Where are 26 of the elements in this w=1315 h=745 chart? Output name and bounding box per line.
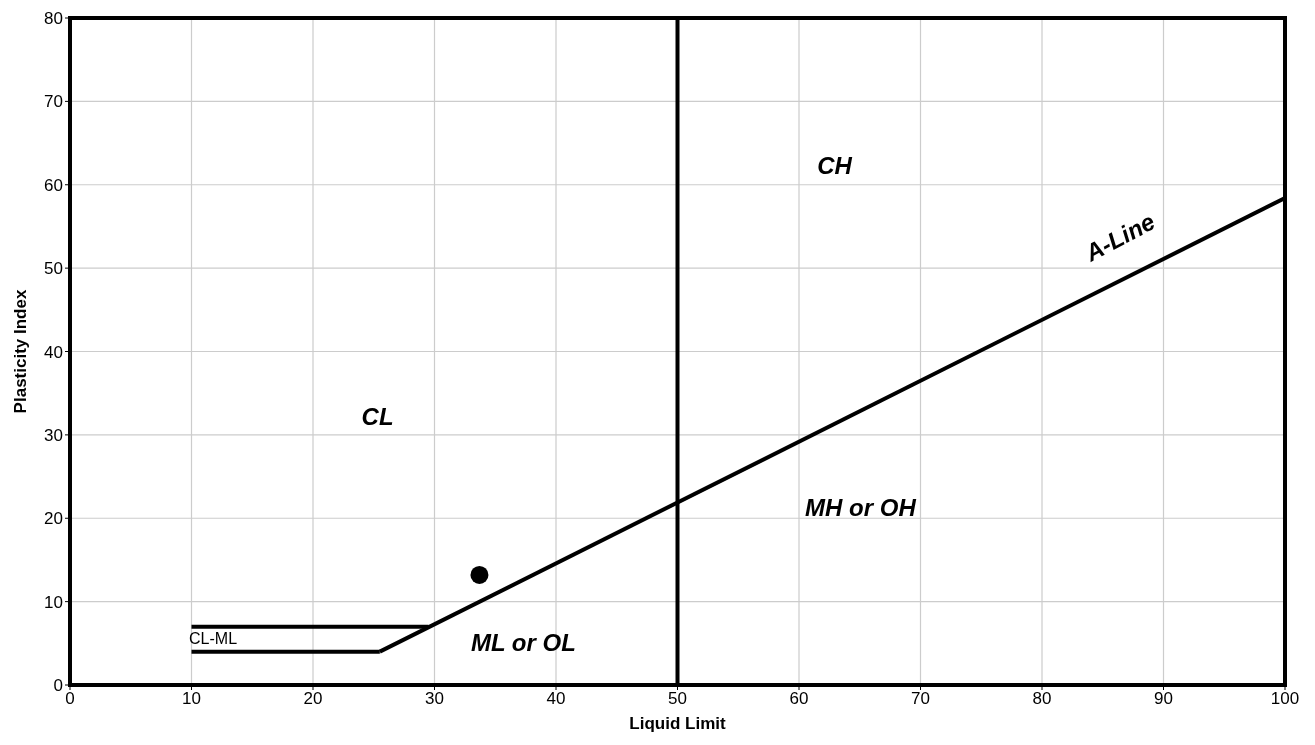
y-tick-label: 0 — [53, 676, 63, 696]
x-tick-label: 40 — [546, 689, 566, 709]
x-tick-label: 100 — [1270, 689, 1300, 709]
y-tick-label: 50 — [44, 259, 63, 279]
x-tick-label: 30 — [425, 689, 444, 709]
annotation: CH — [817, 152, 853, 180]
annotation: CL-ML — [189, 630, 238, 648]
y-tick-label: 40 — [44, 342, 63, 362]
y-tick-label: 30 — [44, 425, 63, 445]
x-tick-label: 90 — [1154, 689, 1173, 709]
y-axis-title: Plasticity Index — [11, 289, 31, 414]
x-tick-label: 10 — [182, 689, 201, 709]
y-tick-label: 80 — [44, 9, 63, 29]
annotation: ML or OL — [470, 629, 576, 657]
y-tick-label: 10 — [44, 592, 63, 612]
x-tick-label: 50 — [668, 689, 687, 709]
x-axis-title: Liquid Limit — [629, 714, 726, 733]
x-tick-label: 60 — [789, 689, 809, 709]
annotation: CL — [361, 402, 394, 430]
y-tick-label: 60 — [44, 175, 63, 195]
y-tick-label: 20 — [44, 509, 63, 529]
y-tick-label: 70 — [44, 92, 63, 112]
annotation: MH or OH — [805, 494, 917, 522]
x-tick-label: 80 — [1032, 689, 1052, 709]
x-tick-label: 70 — [911, 689, 930, 709]
x-tick-label: 20 — [303, 689, 323, 709]
